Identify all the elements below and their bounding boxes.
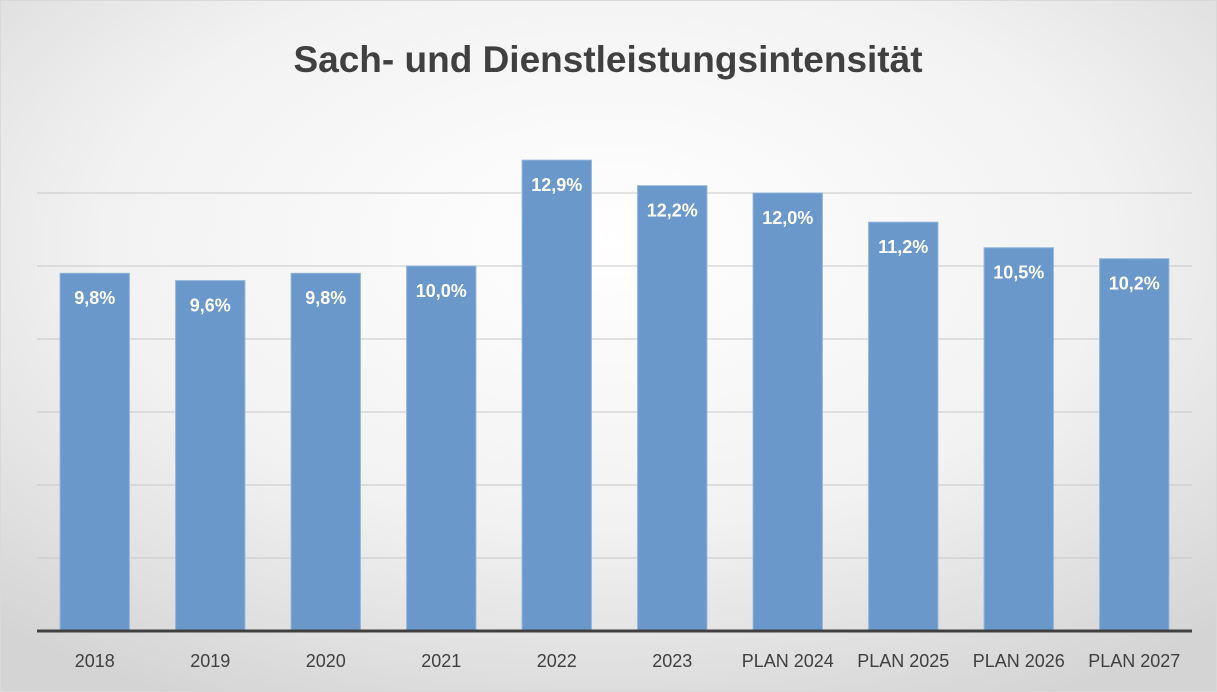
- bar: [637, 185, 708, 632]
- x-tick-label: 2023: [652, 651, 692, 671]
- bar: [752, 192, 823, 632]
- bar: [521, 159, 592, 632]
- x-tick-label: 2022: [537, 651, 577, 671]
- data-label: 12,2%: [647, 200, 698, 220]
- data-label: 10,0%: [416, 281, 467, 301]
- data-label: 12,0%: [762, 208, 813, 228]
- x-tick-label: 2018: [75, 651, 115, 671]
- data-label: 9,8%: [305, 288, 346, 308]
- data-label: 10,2%: [1109, 273, 1160, 293]
- bar: [983, 247, 1054, 632]
- bar: [59, 272, 130, 632]
- chart-title: Sach- und Dienstleistungsintensität: [293, 39, 922, 80]
- x-tick-label: 2019: [190, 651, 230, 671]
- data-label: 10,5%: [993, 263, 1044, 283]
- x-tick-label: PLAN 2026: [973, 651, 1065, 671]
- bar: [406, 265, 477, 632]
- data-label: 12,9%: [531, 175, 582, 195]
- bar: [868, 221, 939, 632]
- x-tick-label: 2021: [421, 651, 461, 671]
- data-label: 11,2%: [878, 237, 928, 257]
- x-tick-label: PLAN 2025: [857, 651, 949, 671]
- data-label: 9,6%: [190, 295, 231, 315]
- bar: [290, 272, 361, 632]
- bar: [1099, 258, 1170, 632]
- bar: [175, 280, 246, 632]
- x-tick-label: 2020: [306, 651, 346, 671]
- data-label: 9,8%: [74, 288, 115, 308]
- x-tick-label: PLAN 2027: [1088, 651, 1180, 671]
- x-tick-label: PLAN 2024: [742, 651, 834, 671]
